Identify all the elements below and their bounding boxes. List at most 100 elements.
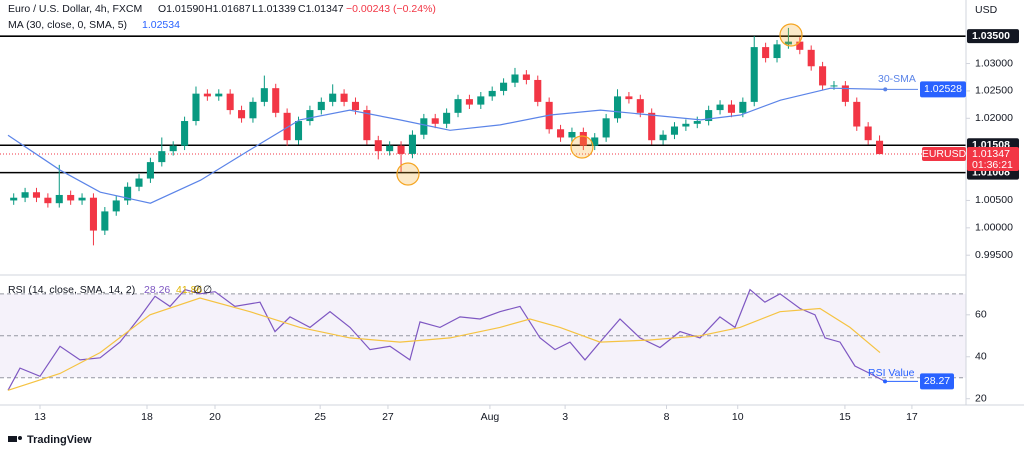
x-tick-label: 18 [141, 411, 153, 423]
rsi-ma-line [7, 297, 881, 391]
y-tick-label: 1.03000 [975, 57, 1013, 69]
candle-body [306, 110, 314, 122]
candle-body [101, 211, 109, 231]
candle-body [317, 101, 325, 111]
symbol: Euro / U.S. Dollar, 4h, FXCM [8, 3, 142, 15]
candle-body [750, 47, 758, 102]
rsi-ma-value: 41.86 [176, 284, 202, 296]
candle-body [158, 151, 166, 163]
level-box [967, 29, 1019, 44]
y-tick-label: 1.02000 [975, 112, 1013, 124]
candle-body [477, 96, 485, 105]
highlight-circle [570, 135, 594, 159]
candle-body [340, 93, 348, 102]
y-tick-label: 1.02500 [975, 85, 1013, 97]
y-tick-label: 0.99500 [975, 249, 1013, 261]
brand-logo [8, 436, 17, 442]
candle-body [443, 112, 451, 124]
candle-body [465, 99, 473, 105]
candle-body [773, 44, 781, 59]
candle-body [864, 126, 872, 141]
sma-value-label: 1.02528 [924, 83, 962, 95]
candle-body [32, 192, 41, 198]
candle-body [44, 197, 52, 204]
y-tick-label: 20 [975, 392, 987, 404]
rsi-na: ∅ [193, 284, 202, 296]
x-tick-label: 13 [34, 411, 46, 423]
x-tick-label: Aug [481, 411, 500, 423]
candle-body [283, 112, 291, 141]
candle-body [431, 118, 439, 124]
candle-body [294, 121, 303, 141]
rsi-value: 28.26 [144, 284, 170, 296]
x-tick-label: 17 [906, 411, 918, 423]
candle-body [260, 88, 268, 102]
candle-body [522, 74, 530, 80]
rsi-value-label: 28.27 [924, 375, 950, 387]
candle-body [579, 131, 587, 146]
y-tick-label: 1.00000 [975, 222, 1013, 234]
candle-body [420, 118, 428, 135]
candle-body [659, 134, 667, 141]
candle-body [625, 96, 633, 100]
candle-body [613, 96, 622, 119]
brand-logo [18, 436, 22, 440]
candle-body [727, 104, 735, 113]
candle-body [819, 66, 827, 86]
candle-body [454, 99, 462, 113]
ma-value: 1.02534 [142, 19, 180, 31]
candle-body [329, 93, 337, 102]
ohlc-low: L1.01339 [252, 3, 296, 15]
candle-body [853, 101, 861, 127]
sma-line [7, 87, 886, 204]
candle-body [55, 194, 63, 204]
candle-body [648, 112, 656, 141]
last-price-box [967, 147, 1019, 172]
x-tick-label: 3 [562, 411, 568, 423]
candle-body [716, 104, 724, 111]
sma-value-box [920, 81, 966, 98]
x-tick-label: 15 [839, 411, 851, 423]
level-label: 1.03500 [972, 30, 1010, 42]
candle-body [78, 197, 86, 201]
candle-body [238, 110, 246, 119]
sma-end-dot [883, 87, 888, 92]
candle-body [146, 162, 154, 179]
highlight-circle [396, 162, 420, 186]
candle-body [272, 88, 280, 113]
candle-body [591, 137, 599, 146]
x-tick-label: 27 [382, 411, 394, 423]
rsi-annotation: RSI Value [868, 367, 915, 379]
candle-body [568, 131, 576, 138]
ohlc-high: H1.01687 [205, 3, 251, 15]
candle-body [112, 200, 120, 212]
candle-body [203, 93, 211, 97]
sma-annotation: 30-SMA [878, 73, 916, 85]
candle-body [192, 93, 200, 122]
rsi-label: RSI (14, close, SMA, 14, 2) [8, 284, 135, 296]
candle-body [10, 197, 18, 201]
candle-body [682, 123, 690, 127]
candle-body [693, 121, 701, 124]
y-tick-label: 60 [975, 309, 987, 321]
candle-body [363, 110, 371, 141]
candle-body [534, 79, 542, 102]
candle-body [876, 140, 884, 155]
rsi-line [7, 288, 886, 391]
candle-body [374, 140, 382, 152]
candle-body [488, 90, 496, 97]
candle-body [636, 99, 644, 113]
candle-body [226, 93, 234, 111]
candle-body [762, 47, 770, 59]
rsi-value-box [920, 373, 954, 390]
candle-body [169, 145, 177, 152]
ohlc-close: C1.01347 [298, 3, 344, 15]
candle-body [408, 134, 416, 154]
overlay: 1.035001.015081.0100830-SMA1.02528EURUSD… [868, 29, 1019, 390]
candle-body [557, 129, 565, 138]
candle-body [351, 101, 360, 111]
x-tick-label: 8 [664, 411, 670, 423]
candle-body [511, 74, 519, 83]
